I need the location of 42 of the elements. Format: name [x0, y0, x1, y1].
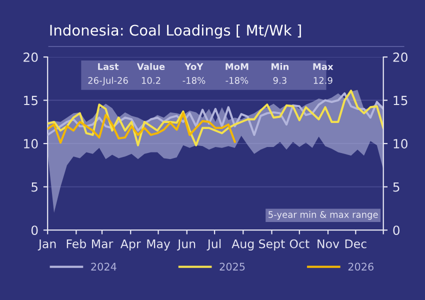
y-tick-label: 0 [31, 226, 38, 236]
annotation: 10.2 [142, 77, 160, 84]
y2-tick-label: 20 [393, 52, 408, 62]
line-series [48, 92, 384, 136]
annotation: Value [136, 63, 165, 70]
x-tick-label: Mar [92, 239, 114, 248]
annotation: MoM [226, 63, 248, 70]
y-tick-label: 10 [24, 139, 38, 148]
annotation: -18% [182, 77, 206, 84]
x-tick-label: Nov [318, 239, 340, 248]
annotation: -18% [226, 77, 248, 84]
x-tick-label: Oct [290, 239, 310, 248]
y-tick-label: 20 [24, 52, 38, 62]
line-series [48, 90, 384, 146]
annotation: Last [98, 63, 119, 70]
x-tick-label: Jul [206, 239, 221, 250]
annotation: Min [272, 63, 288, 70]
annotation: 5-year min & max range [268, 210, 378, 220]
x-tick-label: Apr [120, 239, 141, 251]
y2-tick-label: 15 [394, 96, 408, 106]
annotation: 12.9 [314, 77, 332, 84]
annotation: Max [313, 63, 334, 70]
annotation: YoY [184, 63, 204, 70]
y2-tick-label: 5 [393, 182, 400, 192]
chart-title: Indonesia: Coal Loadings [ Mt/Wk ] [50, 24, 301, 39]
x-tick-label: Jan [38, 239, 56, 250]
y-tick-label: 15 [24, 96, 38, 106]
x-tick-label: Feb [66, 239, 86, 248]
x-tick-label: Sept [259, 239, 285, 251]
x-tick-label: Jun [177, 239, 196, 250]
x-tick-label: May [147, 239, 170, 251]
y2-tick-label: 10 [394, 139, 408, 148]
legend-label: 2026 [348, 262, 374, 271]
annotation: 9.3 [273, 77, 286, 84]
y2-tick-label: 0 [393, 226, 400, 236]
line-series [48, 112, 236, 144]
x-tick-label: Dec [345, 239, 366, 248]
legend-label: 2025 [220, 262, 245, 271]
annotation: 26-Jul-26 [88, 76, 128, 86]
legend-label: 2024 [91, 262, 116, 271]
y-tick-label: 5 [32, 182, 38, 192]
x-tick-label: Aug [232, 239, 254, 251]
